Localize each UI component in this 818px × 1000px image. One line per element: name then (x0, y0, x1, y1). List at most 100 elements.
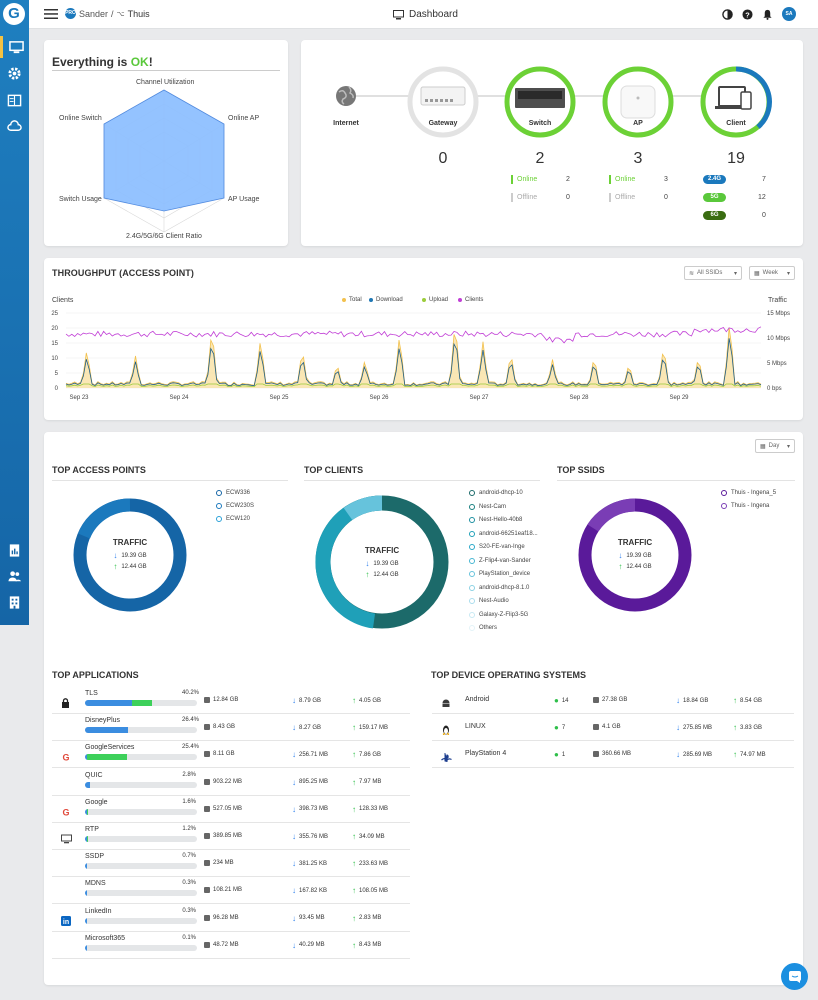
top-ssids-legend-item[interactable]: Thuis - Ingena_5 (721, 490, 776, 496)
throughput-chart[interactable]: 25 20 15 10 5 0 15 Mbps 10 Mbps 5 Mbps 0 bps Sep 2… (44, 258, 803, 420)
app-percent: 0.1% (182, 934, 196, 941)
os-row[interactable]: Android ● 14 27.38 GB ↓ 18.84 GB ↑ 8.54 GB (432, 687, 794, 714)
y-right-tick: 5 Mbps (767, 361, 787, 367)
legend-upload[interactable]: Upload (422, 297, 448, 303)
top-clients-legend-item[interactable]: android-66251eaf18... (469, 530, 538, 537)
breadcrumb-org[interactable]: Sander (79, 8, 109, 19)
top-clients-title: TOP CLIENTS (304, 465, 364, 475)
top-clients-legend-item[interactable]: Others (469, 625, 497, 631)
help-icon[interactable]: ? (742, 8, 753, 20)
ssid-dropdown[interactable]: ≋ All SSIDs ▾ (684, 266, 742, 280)
chat-support-button[interactable] (781, 963, 808, 990)
app-row[interactable]: TLS 40.2% 12.84 GB ↓ 8.79 GB ↑ 4.05 GB (52, 687, 410, 714)
top-clients-legend-item[interactable]: Nest-Audio (469, 598, 509, 604)
y-left-tick: 25 (51, 311, 58, 317)
legend-ring-icon (469, 598, 475, 604)
calendar-icon: ▦ (754, 270, 760, 277)
ap-count[interactable]: 3 (633, 150, 643, 167)
user-avatar[interactable]: SA (782, 7, 796, 21)
top-clients-legend-item[interactable]: android-dhcp-10 (469, 490, 523, 496)
app-row[interactable]: SSDP 0.7% 234 MB ↓ 381.25 KB ↑ 233.63 MB (52, 850, 410, 878)
legend-clients[interactable]: Clients (458, 297, 483, 303)
top-clients-legend-item[interactable]: Nest-Hello-40b8 (469, 517, 522, 523)
top-ssids-legend-item[interactable]: Thuis - Ingena (721, 503, 769, 509)
top-aps-legend-item[interactable]: ECW120 (216, 516, 250, 522)
monitor-icon (393, 9, 404, 19)
top-clients-legend-item[interactable]: PlayStation_device (469, 571, 530, 577)
top-clients-legend-item[interactable]: Z-Flip4-van-Sander (469, 557, 531, 564)
top-ssids-upload: 12.44 GB (626, 563, 652, 570)
theme-toggle-icon[interactable] (722, 8, 733, 20)
nav-dashboard-icon[interactable] (0, 36, 29, 58)
breadcrumb-site[interactable]: Thuis (127, 8, 150, 19)
app-row[interactable]: G GoogleServices 25.4% 8.11 GB ↓ 256.71 MB ↑ 7.… (52, 741, 410, 769)
app-total: 234 MB (204, 860, 234, 867)
series-clients-line (65, 326, 762, 344)
app-logo[interactable]: G (3, 3, 25, 25)
app-usage-bar (85, 754, 197, 761)
svg-text:in: in (63, 919, 69, 926)
legend-label: ECW336 (226, 490, 251, 496)
legend-label: android-dhcp-10 (479, 490, 523, 496)
os-row[interactable]: LINUX ● 7 4.1 GB ↓ 275.85 MB ↑ 3.83 GB (432, 714, 794, 742)
nav-users-icon[interactable] (0, 565, 29, 587)
day-dropdown[interactable]: ▦ Day ▾ (755, 439, 795, 453)
legend-ring-icon (469, 517, 475, 523)
nav-settings-gear-icon[interactable] (0, 62, 29, 84)
top-clients-legend-item[interactable]: android-dhcp-8.1.0 (469, 584, 529, 591)
nav-organization-building-icon[interactable] (0, 591, 29, 613)
upload-arrow-icon: ↑ (352, 723, 356, 733)
os-download: ↓ 18.84 GB (676, 696, 709, 705)
donut-charts[interactable] (44, 432, 803, 672)
app-percent: 0.3% (182, 880, 196, 887)
app-upload: ↑ 4.05 GB (352, 696, 382, 705)
app-row[interactable]: RTP 1.2% 389.85 MB ↓ 355.76 MB ↑ 34.09 MB (52, 823, 410, 850)
hamburger-menu-icon[interactable] (44, 7, 58, 21)
app-row[interactable]: G Google 1.6% 527.05 MB ↓ 398.73 MB ↑ 128.33 MB (52, 796, 410, 823)
app-row[interactable]: Microsoft365 0.1% 48.72 MB ↓ 40.29 MB ↑ 8.43 M… (52, 932, 410, 959)
nav-reports-icon[interactable] (0, 539, 29, 561)
app-percent: 0.7% (182, 853, 196, 860)
app-name: Microsoft365 (85, 934, 126, 942)
switch-count[interactable]: 2 (535, 150, 545, 167)
app-upload: ↑ 8.43 MB (352, 940, 382, 950)
client-count[interactable]: 19 (727, 150, 745, 167)
top-aps-legend-item[interactable]: ECW230S (216, 503, 254, 509)
notification-bell-icon[interactable] (762, 9, 773, 20)
gateway-count[interactable]: 0 (438, 150, 448, 167)
top-clients-donut-center: TRAFFIC ↓ 19.39 GB ↑ 12.44 GB (352, 546, 412, 579)
chevron-down-icon: ▾ (786, 270, 790, 277)
os-row[interactable]: PlayStation 4 ● 1 360.66 MB ↓ 285.69 MB ↑ 74.97… (432, 741, 794, 769)
top-clients-legend-item[interactable]: Nest-Cam (469, 503, 506, 510)
app-row[interactable]: in LinkedIn 0.3% 96.28 MB ↓ 93.45 MB ↑ 2.83 MB (52, 905, 410, 932)
top-clients-legend-item[interactable]: Galaxy-Z-Flip3-5G (469, 611, 528, 618)
legend-ring-icon (469, 503, 475, 510)
app-row[interactable]: MDNS 0.3% 108.21 MB ↓ 167.82 KB ↑ 108.05 MB (52, 877, 410, 905)
nav-cloud-icon[interactable] (0, 115, 29, 137)
sidebar: G (0, 0, 29, 625)
traffic-icon (204, 833, 210, 839)
os-name: PlayStation 4 (465, 750, 507, 758)
upload-arrow-icon: ↑ (733, 750, 737, 760)
app-row[interactable]: DisneyPlus 26.4% 8.43 GB ↓ 8.27 GB ↑ 159.17 MB (52, 714, 410, 742)
top-clients-legend-item[interactable]: S20-FE-van-Inge (469, 544, 525, 550)
upload-arrow-icon: ↑ (618, 562, 623, 571)
app-name: LinkedIn (85, 907, 112, 915)
left-axis-label: Clients (52, 297, 74, 304)
radar-label-switch-usage: Switch Usage (59, 196, 102, 203)
chevron-down-icon: ▾ (786, 443, 790, 450)
range-dropdown[interactable]: ▦ Week ▾ (749, 266, 795, 280)
radar-label-online-switch: Online Switch (59, 115, 102, 122)
legend-label: Z-Flip4-van-Sander (479, 557, 531, 564)
app-download-fill (85, 863, 87, 870)
top-aps-legend-item[interactable]: ECW336 (216, 490, 250, 496)
y-right-tick: 0 bps (767, 386, 782, 392)
upload-arrow-icon: ↑ (352, 913, 356, 923)
legend-total[interactable]: Total (342, 297, 362, 303)
health-radar-chart (103, 89, 225, 233)
app-row[interactable]: QUIC 2.8% 903.22 MB ↓ 895.25 MB ↑ 7.97 MB (52, 769, 410, 796)
app-download-fill (85, 754, 87, 761)
legend-download[interactable]: Download (369, 297, 403, 303)
nav-devices-icon[interactable] (0, 89, 29, 111)
y-left-tick: 10 (51, 356, 58, 362)
